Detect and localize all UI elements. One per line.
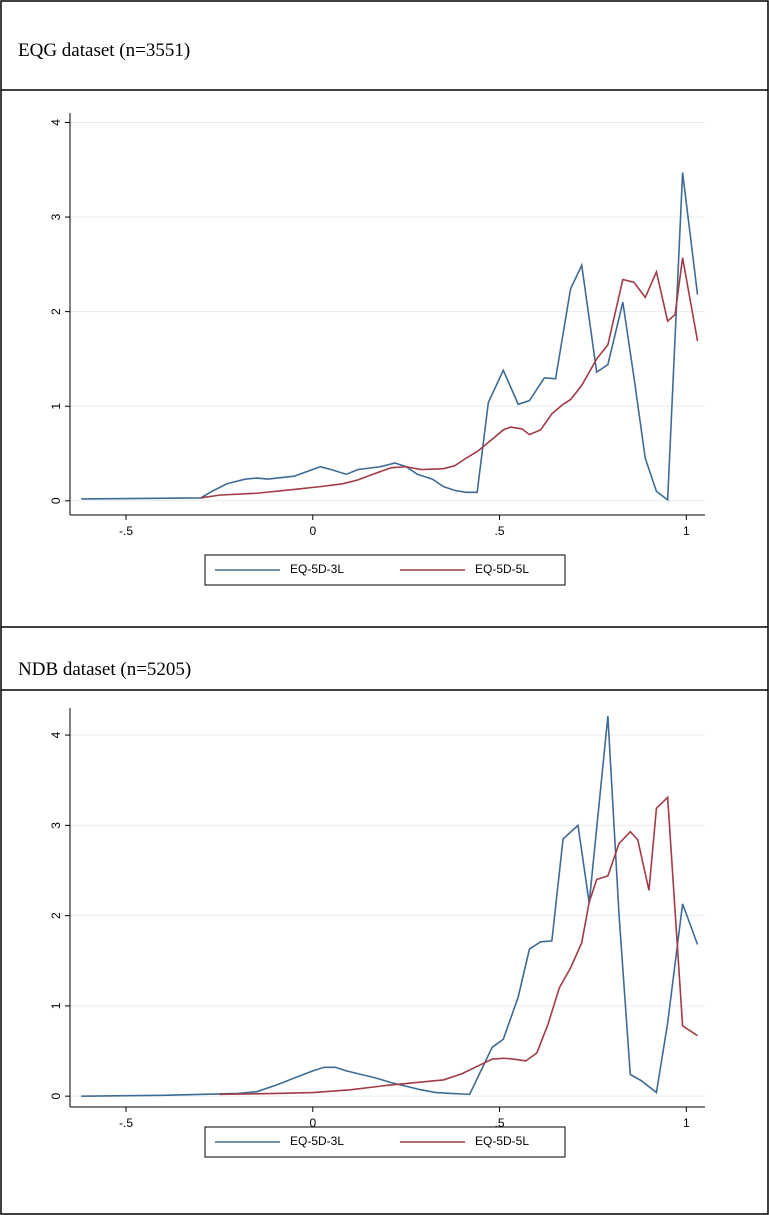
legend-label: EQ-5D-3L	[290, 1134, 344, 1148]
legend-label: EQ-5D-5L	[475, 562, 529, 576]
x-tick-label: 1	[683, 1116, 690, 1130]
series-line	[219, 795, 698, 1096]
y-tick-label: 1	[49, 403, 63, 410]
y-tick-label: 2	[49, 912, 63, 919]
legend-label: EQ-5D-3L	[290, 562, 344, 576]
y-tick-label: 2	[49, 308, 63, 315]
series-line	[81, 172, 699, 502]
series-line	[200, 257, 699, 499]
x-tick-label: .5	[495, 524, 505, 538]
legend-box	[204, 1126, 566, 1158]
x-tick-label: .5	[495, 1116, 505, 1130]
y-tick-label: 4	[49, 119, 63, 126]
series-line	[81, 716, 699, 1097]
panel-title: NDB dataset (n=5205)	[18, 659, 191, 680]
y-tick-label: 0	[49, 1093, 63, 1100]
panel-title: EQG dataset (n=3551)	[18, 40, 190, 61]
x-tick-label: 0	[309, 524, 316, 538]
y-tick-label: 3	[49, 213, 63, 220]
x-tick-label: 0	[309, 1116, 316, 1130]
legend-label: EQ-5D-5L	[475, 1134, 529, 1148]
y-tick-label: 4	[49, 731, 63, 738]
y-tick-label: 3	[49, 822, 63, 829]
y-tick-label: 0	[49, 497, 63, 504]
x-tick-label: -.5	[119, 524, 133, 538]
x-tick-label: -.5	[119, 1116, 133, 1130]
x-tick-label: 1	[683, 524, 690, 538]
y-tick-label: 1	[49, 1002, 63, 1009]
